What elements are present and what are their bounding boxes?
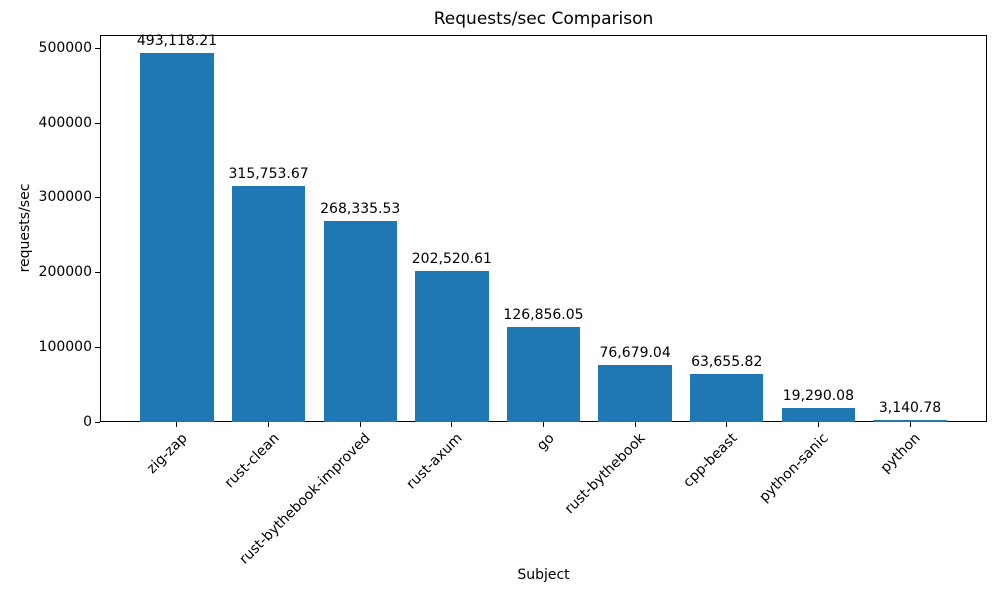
bar xyxy=(140,53,214,422)
x-tick xyxy=(909,422,911,427)
bar-value-label: 3,140.78 xyxy=(878,399,942,416)
bar xyxy=(415,270,489,422)
bar-value-label: 493,118.21 xyxy=(136,33,218,50)
x-tick xyxy=(634,422,636,427)
x-tick xyxy=(359,422,361,427)
y-tick-label: 0 xyxy=(83,413,92,430)
y-tick xyxy=(95,346,100,348)
bar xyxy=(781,407,856,422)
x-tick xyxy=(817,422,819,427)
x-tick xyxy=(726,422,728,427)
bar xyxy=(231,185,306,422)
bar-value-label: 63,655.82 xyxy=(691,354,763,371)
x-tick xyxy=(176,422,178,427)
bar xyxy=(598,364,672,422)
y-tick-label: 400000 xyxy=(38,114,92,131)
x-tick xyxy=(451,422,453,427)
bar xyxy=(690,374,764,422)
bar-value-label: 268,335.53 xyxy=(320,201,401,218)
x-tick xyxy=(268,422,270,427)
bar-value-label: 315,753.67 xyxy=(228,165,309,182)
y-tick xyxy=(95,122,100,124)
y-tick xyxy=(95,421,100,423)
x-axis-label: Subject xyxy=(517,567,570,583)
x-tick xyxy=(543,422,544,427)
y-tick xyxy=(95,272,100,273)
bar xyxy=(873,419,947,422)
bar-value-label: 202,520.61 xyxy=(411,250,492,267)
y-tick-label: 200000 xyxy=(38,264,92,280)
y-tick-label: 100000 xyxy=(38,338,92,355)
y-tick xyxy=(95,197,100,199)
bar xyxy=(323,221,397,422)
y-tick-label: 300000 xyxy=(38,189,92,206)
bar-value-label: 126,856.05 xyxy=(503,307,584,324)
y-tick xyxy=(95,47,100,49)
chart-title: Requests/sec Comparison xyxy=(433,9,654,29)
bar-value-label: 19,290.08 xyxy=(782,387,855,404)
bar-value-label: 76,679.04 xyxy=(599,344,671,361)
y-tick-label: 500000 xyxy=(38,39,92,56)
bar xyxy=(506,327,581,422)
